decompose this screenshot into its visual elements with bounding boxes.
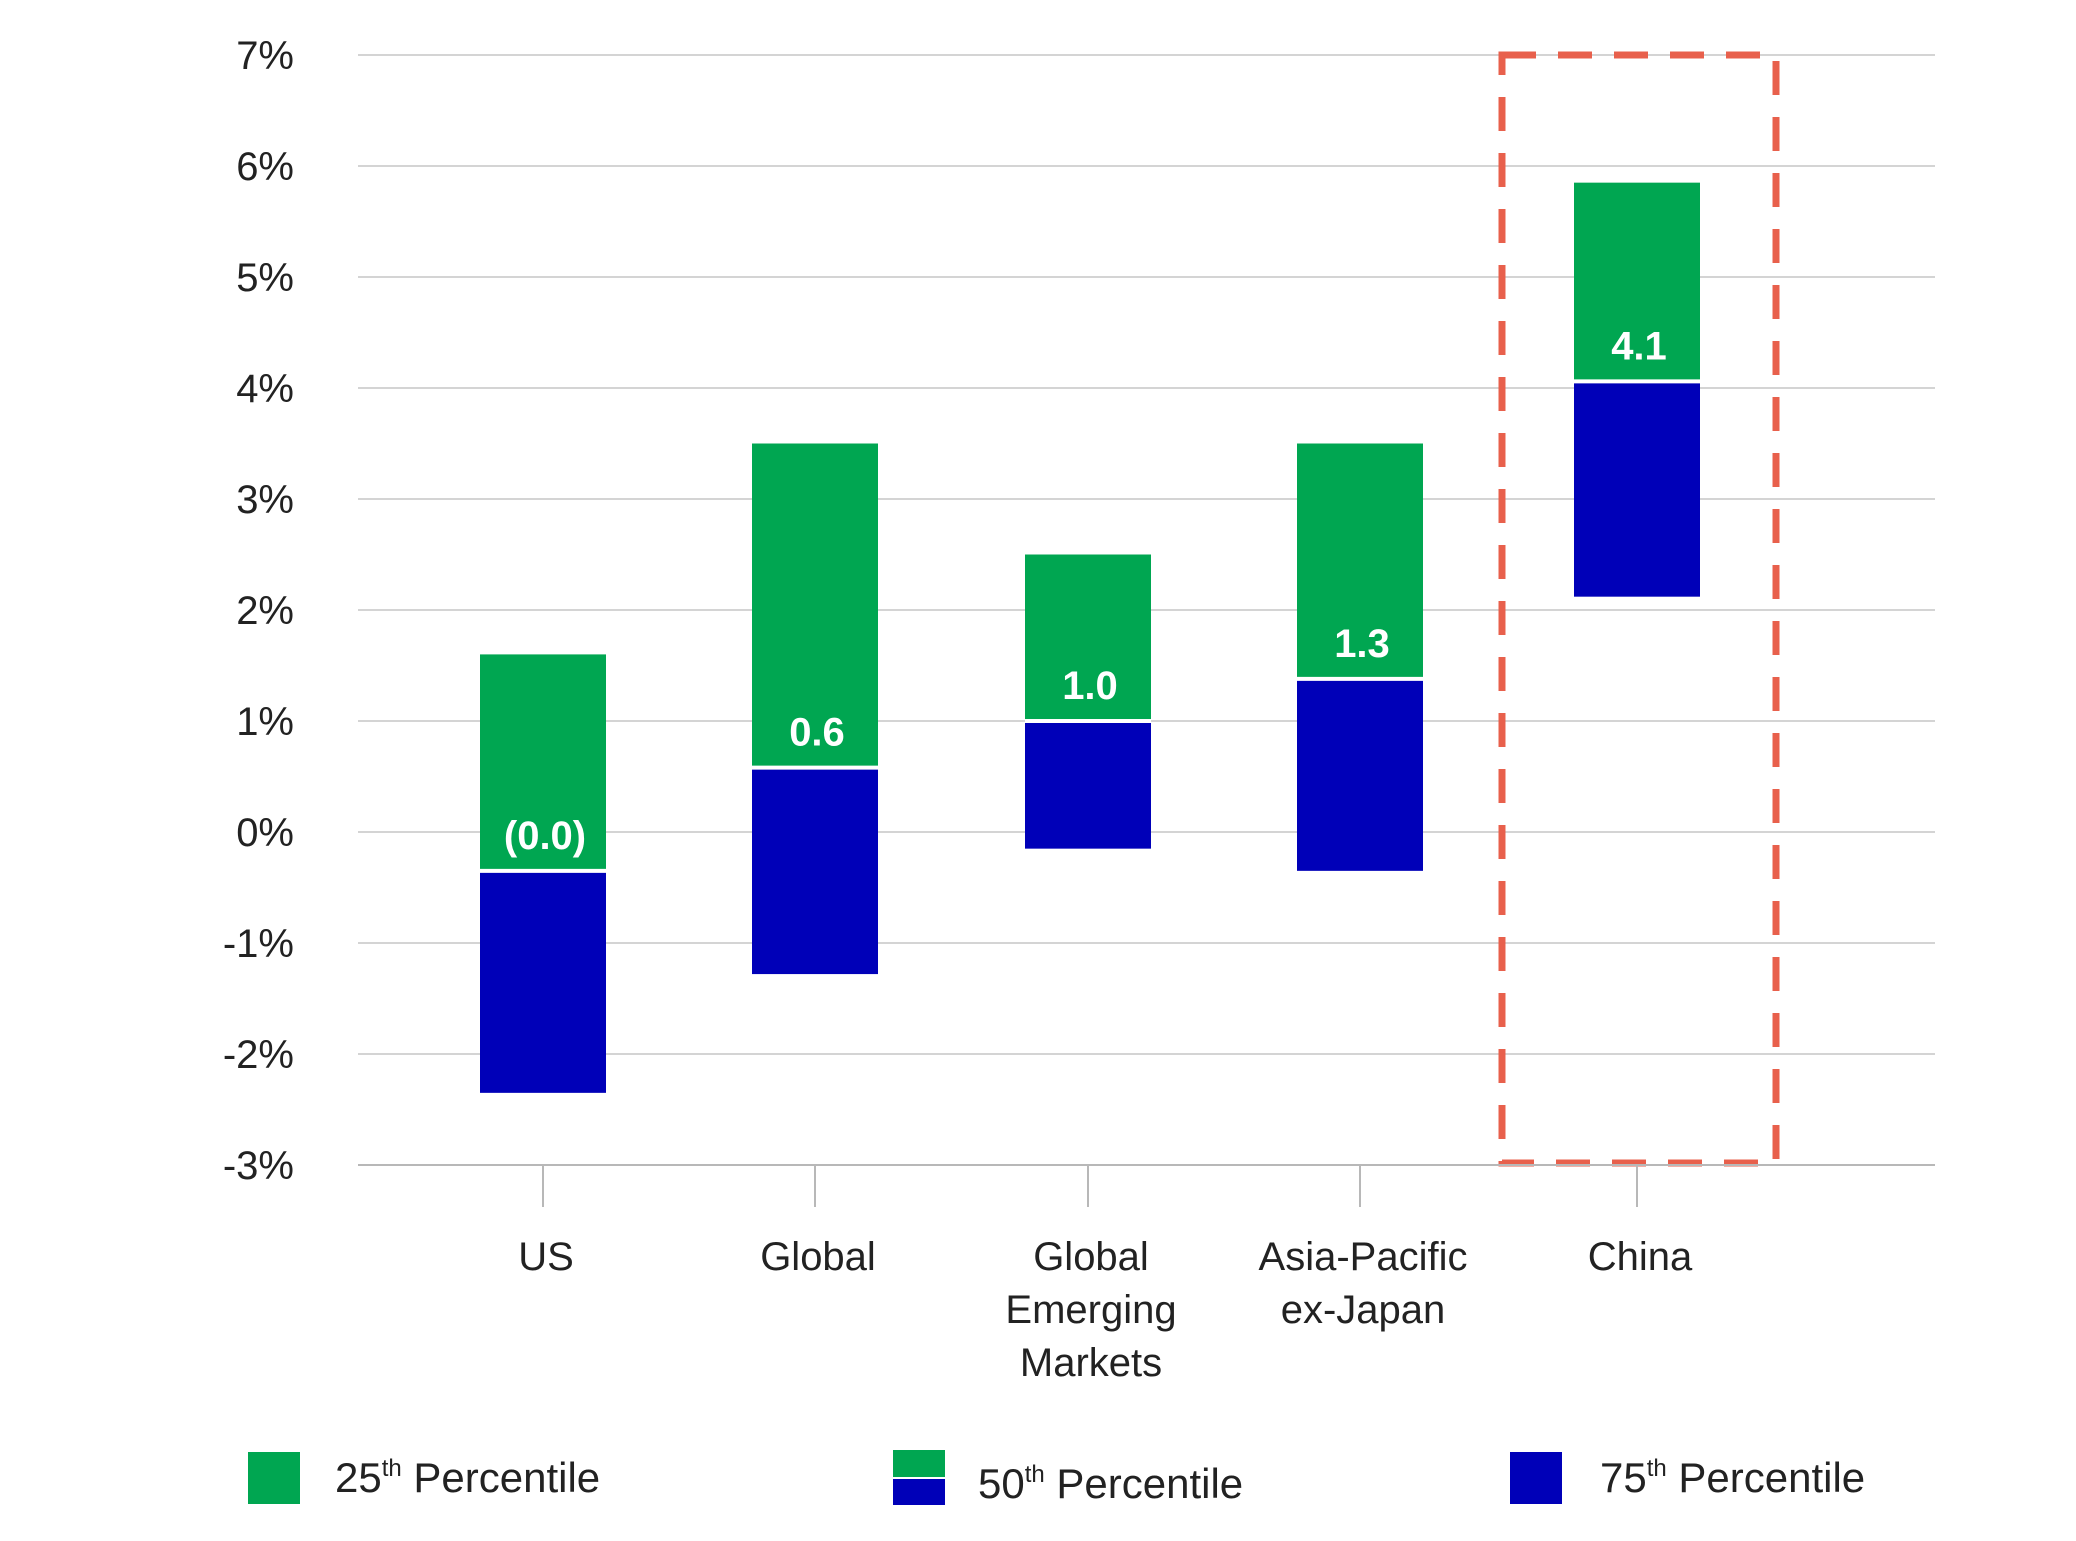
y-tick-label: 6% [236,145,294,189]
x-category-label: Global [760,1235,876,1279]
y-tick-label: 3% [236,478,294,522]
median-data-label: 1.3 [1334,622,1390,666]
median-data-label: 0.6 [789,711,845,755]
x-category-label: Asia-Pacific [1259,1235,1468,1279]
bar-75th-percentile [1297,678,1423,871]
legend-label-superscript: th [1647,1455,1667,1482]
y-tick-label: 7% [236,34,294,78]
x-category-label: US [518,1235,574,1279]
x-category-label: ex-Japan [1281,1288,1446,1332]
bar-25th-percentile [1297,443,1423,679]
legend-label-number: 25 [335,1454,382,1501]
y-tick-label: -3% [223,1144,294,1188]
bar-75th-percentile [480,870,606,1093]
x-category-label: China [1588,1235,1693,1279]
legend-label-text: Percentile [1045,1460,1243,1507]
bar-75th-percentile [752,767,878,975]
median-data-label: 4.1 [1611,324,1667,368]
median-data-label: (0.0) [504,814,586,858]
legend-label-superscript: th [1025,1461,1045,1488]
x-category-label: Markets [1020,1341,1162,1385]
y-tick-label: 5% [236,256,294,300]
bar-25th-percentile [1025,554,1151,721]
bar-25th-percentile [1574,182,1700,382]
y-axis-ticks: -3% -2% -1% 0% 1% 2% 3% 4% 5% 6% 7% [223,34,294,1188]
x-axis: US Global Global Emerging Markets Asia-Pacifi… [358,1164,1935,1385]
bars: (0.0) 0.6 1.0 1.3 4.1 [480,182,1700,1093]
legend: 25th Percentile 50th Percentile 75th Perce… [248,1450,1865,1507]
y-tick-label: -1% [223,922,294,966]
y-tick-label: 2% [236,589,294,633]
x-category-label: Emerging [1005,1288,1176,1332]
legend-label-superscript: th [382,1455,402,1482]
bar-25th-percentile [480,654,606,871]
legend-swatch-25th [248,1452,300,1504]
legend-swatch-75th [1510,1452,1562,1504]
legend-swatch-50th-bottom [893,1479,945,1505]
legend-label: 50th Percentile [978,1460,1243,1507]
legend-label-number: 75 [1600,1454,1647,1501]
x-category-label: Global [1033,1235,1149,1279]
y-tick-label: 1% [236,700,294,744]
bar-25th-percentile [752,443,878,768]
legend-label-text: Percentile [1667,1454,1865,1501]
legend-label-text: Percentile [402,1454,600,1501]
highlight-box [1498,51,1780,1167]
legend-label-number: 50 [978,1460,1025,1507]
y-tick-label: -2% [223,1033,294,1077]
median-data-label: 1.0 [1062,664,1118,708]
bar-75th-percentile [1025,721,1151,849]
legend-label: 75th Percentile [1600,1454,1865,1501]
legend-label: 25th Percentile [335,1454,600,1501]
y-tick-label: 0% [236,811,294,855]
bar-75th-percentile [1574,381,1700,597]
legend-swatch-50th-top [893,1450,945,1477]
y-tick-label: 4% [236,367,294,411]
china-highlight-box [1498,51,1780,1167]
